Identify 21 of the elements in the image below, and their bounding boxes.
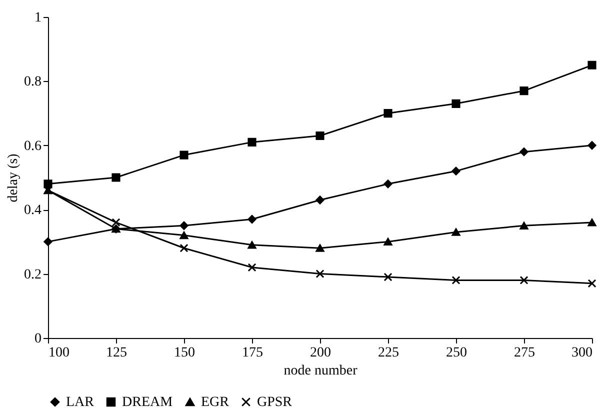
x-tick-label: 250 <box>446 346 467 360</box>
legend-label: EGR <box>201 395 230 410</box>
x-tick-label: 225 <box>378 346 399 360</box>
x-tick-label: 200 <box>310 346 331 360</box>
legend-label: GPSR <box>257 395 293 410</box>
y-tick-label: 0 <box>34 332 42 346</box>
x-tick-label: 300 <box>572 346 592 360</box>
y-tick-label: 0.8 <box>24 74 42 90</box>
x-tick-label: 150 <box>174 346 195 360</box>
y-tick-label: 1 <box>34 10 42 26</box>
x-tick-label: 100 <box>48 346 70 360</box>
x-tick-label: 125 <box>106 346 127 360</box>
y-tick-label: 0.4 <box>24 203 42 218</box>
y-axis-title: delay (s) <box>6 153 21 202</box>
legend-label: LAR <box>66 395 95 410</box>
x-tick-label: 175 <box>242 346 263 360</box>
legend-label: DREAM <box>122 395 174 410</box>
y-tick-label: 0.2 <box>24 267 42 282</box>
x-tick-label: 275 <box>514 346 535 360</box>
x-axis-title: node number <box>284 364 358 378</box>
y-tick-label: 0.6 <box>24 138 42 154</box>
